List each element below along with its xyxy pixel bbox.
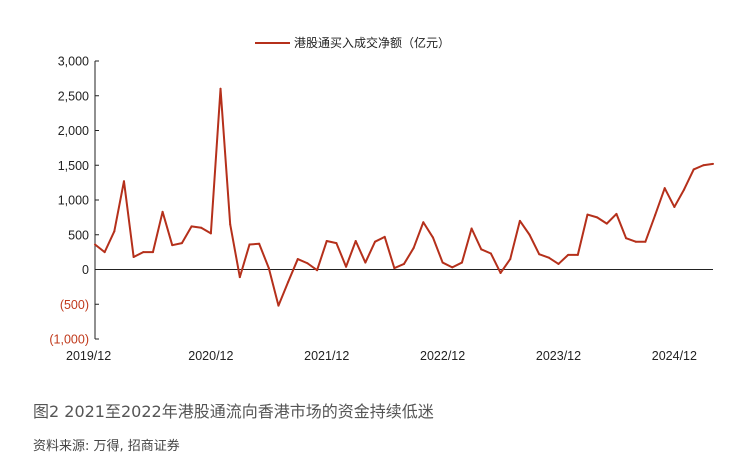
data-point xyxy=(248,243,251,246)
data-point xyxy=(538,253,541,256)
data-point xyxy=(161,210,164,213)
data-point xyxy=(480,248,483,251)
data-point xyxy=(151,251,154,254)
data-point xyxy=(518,219,521,222)
y-tick-label: 2,000 xyxy=(58,124,89,138)
figure-caption: 图2 2021至2022年港股通流向香港市场的资金持续低迷 xyxy=(33,402,434,421)
x-tick-label: 2020/12 xyxy=(188,349,233,363)
data-point xyxy=(306,262,309,265)
x-axis: 2019/12 2020/12 2021/12 2022/12 2023/12 2024/… xyxy=(66,269,713,363)
data-point xyxy=(441,261,444,264)
data-point xyxy=(431,236,434,239)
x-tick-label: 2022/12 xyxy=(420,349,465,363)
x-tick-label: 2024/12 xyxy=(652,349,697,363)
data-point xyxy=(596,216,599,219)
legend-label: 港股通买入成交净额（亿元） xyxy=(294,35,450,50)
data-point xyxy=(509,258,512,261)
y-axis: 3,000 2,500 2,000 1,500 1,000 500 0 (500) (1,000… xyxy=(49,55,99,347)
y-tick-label: 3,000 xyxy=(58,55,89,69)
data-point xyxy=(615,212,618,215)
data-point xyxy=(209,232,212,235)
y-tick-label: 1,500 xyxy=(58,159,89,173)
data-point xyxy=(335,242,338,245)
y-tick-label: 1,000 xyxy=(58,194,89,208)
data-point xyxy=(528,233,531,236)
data-point xyxy=(296,258,299,261)
data-point xyxy=(557,262,560,265)
data-point xyxy=(316,269,319,272)
data-point xyxy=(654,214,657,217)
data-point xyxy=(673,205,676,208)
data-point xyxy=(712,162,714,165)
legend: 港股通买入成交净额（亿元） xyxy=(255,35,450,50)
data-point xyxy=(499,271,502,274)
y-tick-label: 500 xyxy=(68,228,89,242)
data-point xyxy=(132,255,135,258)
data-point xyxy=(171,244,174,247)
y-tick-label: (1,000) xyxy=(49,333,89,347)
x-tick-label: 2021/12 xyxy=(304,349,349,363)
data-point xyxy=(113,230,116,233)
data-point xyxy=(364,261,367,264)
data-point xyxy=(122,180,125,183)
y-tick-label: (500) xyxy=(60,298,89,312)
data-point xyxy=(422,221,425,224)
data-point xyxy=(374,240,377,243)
data-point xyxy=(644,240,647,243)
data-point xyxy=(663,187,666,190)
data-point xyxy=(94,243,96,246)
data-point xyxy=(403,262,405,265)
data-point xyxy=(412,246,415,249)
data-point xyxy=(692,168,695,171)
y-tick-label: 2,500 xyxy=(58,89,89,103)
y-tick-label: 0 xyxy=(82,263,89,277)
data-point xyxy=(451,266,454,269)
data-point xyxy=(383,235,386,238)
data-point xyxy=(354,240,357,243)
data-point xyxy=(625,237,628,240)
data-point xyxy=(605,222,608,225)
data-point xyxy=(470,227,473,230)
data-point xyxy=(103,251,106,254)
data-point xyxy=(393,267,396,270)
data-point xyxy=(238,276,241,279)
data-point xyxy=(180,242,183,245)
data-point xyxy=(345,265,348,268)
line-chart: 港股通买入成交净额（亿元） 3,000 2,500 2,000 1,500 1,000 5… xyxy=(49,35,714,363)
data-point xyxy=(277,304,280,307)
data-point xyxy=(702,164,705,167)
data-point xyxy=(489,252,492,255)
data-point xyxy=(576,253,579,256)
data-point xyxy=(287,281,290,284)
data-point xyxy=(267,267,270,270)
data-point xyxy=(460,261,463,264)
data-point xyxy=(200,226,203,229)
series-line xyxy=(94,87,714,307)
x-tick-label: 2019/12 xyxy=(66,349,111,363)
data-point xyxy=(634,240,637,243)
data-point xyxy=(683,188,686,191)
data-point xyxy=(567,253,570,256)
data-point xyxy=(325,240,328,243)
data-point xyxy=(258,242,261,245)
data-point xyxy=(586,213,589,216)
x-tick-label: 2023/12 xyxy=(536,349,581,363)
source-note: 资料来源: 万得, 招商证券 xyxy=(33,439,180,454)
series-layer xyxy=(94,87,714,307)
data-point xyxy=(229,223,232,226)
data-point xyxy=(190,225,193,228)
data-point xyxy=(547,256,550,259)
data-point xyxy=(142,251,145,254)
data-point xyxy=(219,87,222,90)
